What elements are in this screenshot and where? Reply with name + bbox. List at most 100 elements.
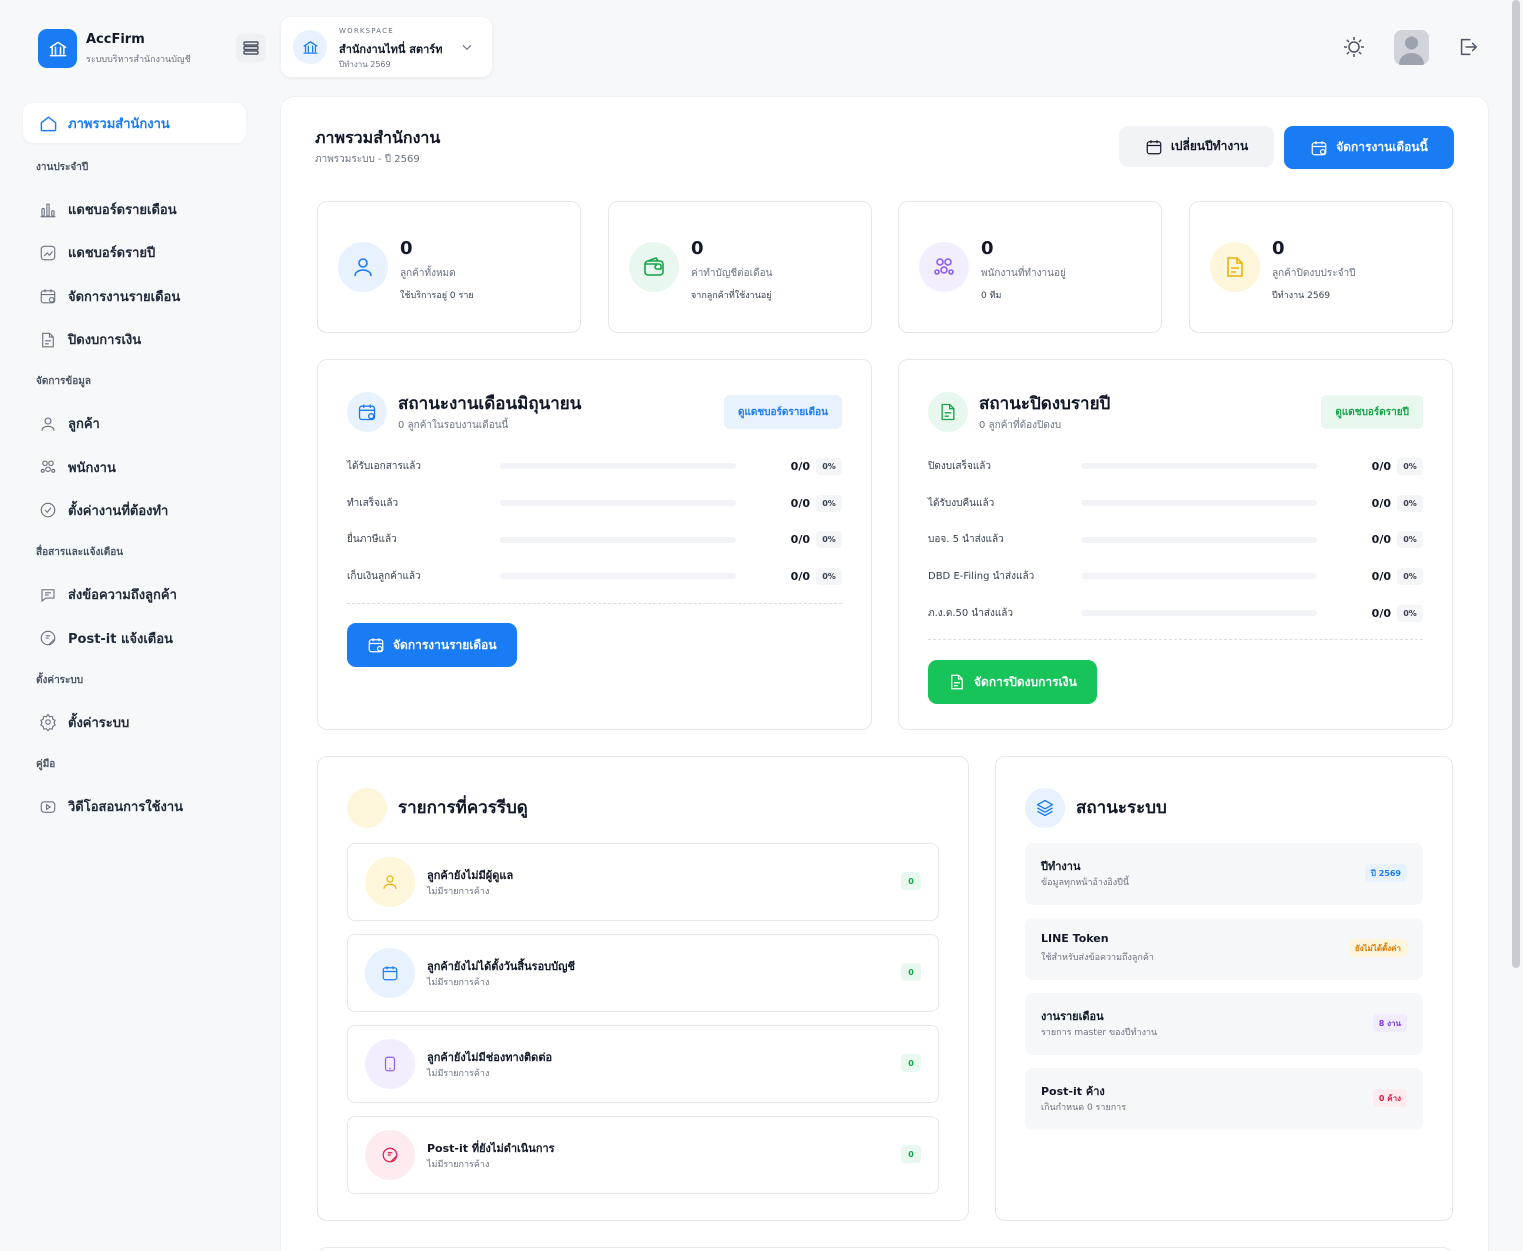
sidebar-item-send-message[interactable]: ส่งข้อความถึงลูกค้า — [23, 573, 246, 616]
chat-icon — [38, 585, 58, 605]
workspace-label: WORKSPACE — [339, 27, 394, 35]
progress-label: เก็บเงินลูกค้าแล้ว — [347, 570, 421, 582]
sticky-note-icon — [38, 628, 58, 648]
sidebar-item-label: ส่งข้อความถึงลูกค้า — [68, 588, 177, 604]
sidebar-item-yearly-dashboard[interactable]: แดชบอร์ดรายปี — [23, 231, 246, 274]
review-item-title: Post-it ที่ยังไม่ดำเนินการ — [427, 1142, 555, 1155]
theme-toggle-sun-icon[interactable] — [1342, 35, 1366, 59]
system-item-sub: รายการ master ของปีทำงาน — [1041, 1028, 1158, 1038]
bank-icon — [293, 30, 327, 64]
stat-card-employees: 0 พนักงานที่ทำงานอยู่ 0 ทีม — [898, 201, 1162, 333]
calendar-check-icon — [1311, 140, 1327, 155]
progress-percent: 0% — [1397, 531, 1423, 549]
progress-row: ภ.ง.ด.50 นำส่งแล้ว 0/0 0% — [928, 595, 1423, 632]
status-badge: ปี 2569 — [1364, 864, 1407, 882]
user-icon — [365, 857, 415, 907]
sidebar-item-label: ปิดงบการเงิน — [68, 333, 142, 349]
sidebar-item-postit[interactable]: Post-it แจ้งเตือน — [23, 616, 246, 659]
document-icon — [928, 392, 968, 432]
system-item-title: LINE Token — [1041, 932, 1109, 945]
sidebar-item-system-settings[interactable]: ตั้งค่าระบบ — [23, 701, 246, 744]
sidebar-item-label: ตั้งค่างานที่ต้องทำ — [68, 503, 169, 519]
system-item-line-token: LINE Token ใช้สำหรับส่งข้อความถึงลูกค้า … — [1025, 918, 1423, 980]
progress-bar — [500, 536, 736, 543]
sidebar-item-overview[interactable]: ภาพรวมสำนักงาน — [23, 103, 246, 143]
status-badge: ยังไม่ได้ตั้งค่า — [1348, 939, 1407, 957]
manage-monthly-button[interactable]: จัดการงานรายเดือน — [347, 623, 517, 667]
progress-bar — [500, 573, 736, 580]
nav-group-system: ตั้งค่าระบบ — [36, 674, 84, 686]
review-item-no-contact[interactable]: ลูกค้ายังไม่มีช่องทางติดต่อ ไม่มีรายการค… — [347, 1025, 939, 1103]
scrollbar[interactable] — [1512, 0, 1520, 968]
close-books-button[interactable]: จัดการปิดงบการเงิน — [928, 660, 1097, 704]
review-item-sub: ไม่มีรายการค้าง — [427, 887, 490, 897]
avatar[interactable] — [1394, 30, 1429, 65]
progress-row: DBD E-Filing นำส่งแล้ว 0/0 0% — [928, 558, 1423, 595]
nav-group-data: จัดการข้อมูล — [36, 376, 91, 388]
progress-value: 0/0 — [1371, 569, 1391, 583]
calendar-icon — [38, 286, 58, 306]
sidebar-item-employees[interactable]: พนักงาน — [23, 445, 246, 488]
system-status-title: สถานะระบบ — [1076, 798, 1167, 818]
progress-value: 0/0 — [1371, 459, 1391, 473]
sidebar-item-customers[interactable]: ลูกค้า — [23, 402, 246, 445]
logout-icon[interactable] — [1457, 36, 1479, 58]
yearly-progress-list: ปิดงบเสร็จแล้ว 0/0 0% ได้รับงบคืนแล้ว 0/… — [928, 448, 1423, 631]
progress-row: ได้รับเอกสารแล้ว 0/0 0% — [347, 448, 842, 485]
stat-label: ลูกค้าปิดงบประจำปี — [1272, 268, 1356, 279]
monthly-progress-list: ได้รับเอกสารแล้ว 0/0 0% ทำเสร็จแล้ว 0/0 … — [347, 448, 842, 595]
sidebar-item-monthly-dashboard[interactable]: แดชบอร์ดรายเดือน — [23, 188, 246, 231]
status-badge: 0 ค้าง — [1372, 1089, 1407, 1107]
chart-box-icon — [38, 243, 58, 263]
system-status-card: สถานะระบบ ปีทำงาน ข้อมูลทุกหน้าอ้างอิงปี… — [995, 756, 1453, 1221]
team-icon — [38, 457, 58, 477]
system-item-monthly-tasks: งานรายเดือน รายการ master ของปีทำงาน 8 ง… — [1025, 993, 1423, 1055]
review-item-no-owner[interactable]: ลูกค้ายังไม่มีผู้ดูแล ไม่มีรายการค้าง 0 — [347, 843, 939, 921]
progress-bar — [500, 500, 736, 507]
review-item-no-fiscal-end[interactable]: ลูกค้ายังไม่ได้ตั้งวันสิ้นรอบบัญชี ไม่มี… — [347, 934, 939, 1012]
count-badge: 0 — [901, 963, 921, 981]
sticky-note-icon — [365, 1130, 415, 1180]
system-item-working-year: ปีทำงาน ข้อมูลทุกหน้าอ้างอิงปีนี้ ปี 256… — [1025, 843, 1423, 905]
progress-bar — [500, 463, 736, 470]
sidebar-item-video-tutorial[interactable]: วิดีโอสอนการใช้งาน — [23, 785, 246, 828]
sidebar-item-label: Post-it แจ้งเตือน — [68, 631, 173, 647]
manage-month-button[interactable]: จัดการงานเดือนนี้ — [1284, 126, 1454, 169]
phone-icon — [365, 1039, 415, 1089]
brand[interactable]: AccFirm ระบบบริหารสำนักงานบัญชี — [38, 29, 191, 68]
change-year-button[interactable]: เปลี่ยนปีทำงาน — [1119, 126, 1274, 167]
brand-name: AccFirm — [86, 31, 145, 47]
chevron-down-icon — [460, 40, 474, 54]
progress-row: ยื่นภาษีแล้ว 0/0 0% — [347, 521, 842, 558]
sidebar-item-task-settings[interactable]: ตั้งค่างานที่ต้องทำ — [23, 489, 246, 532]
review-item-sub: ไม่มีรายการค้าง — [427, 1069, 490, 1079]
workspace-selector[interactable]: WORKSPACE สำนักงานไทนี่ สตาร์ท ปีทำงาน 2… — [281, 17, 492, 77]
progress-percent: 0% — [1397, 494, 1423, 512]
review-item-postit-pending[interactable]: Post-it ที่ยังไม่ดำเนินการ ไม่มีรายการค้… — [347, 1116, 939, 1194]
yearly-status-subtitle: 0 ลูกค้าที่ต้องปิดงบ — [979, 420, 1062, 431]
review-card: รายการที่ควรรีบดู ลูกค้ายังไม่มีผู้ดูแล … — [317, 756, 969, 1221]
system-item-title: งานรายเดือน — [1041, 1010, 1104, 1023]
calendar-icon — [347, 392, 387, 432]
progress-percent: 0% — [816, 567, 842, 585]
system-item-postit-overdue: Post-it ค้าง เกินกำหนด 0 รายการ 0 ค้าง — [1025, 1068, 1423, 1130]
stat-card-fees: 0 ค่าทำบัญชีต่อเดือน จากลูกค้าที่ใช้งานอ… — [608, 201, 872, 333]
system-item-sub: ข้อมูลทุกหน้าอ้างอิงปีนี้ — [1041, 878, 1130, 888]
yearly-dashboard-link[interactable]: ดูแดชบอร์ดรายปี — [1321, 395, 1423, 429]
progress-label: ได้รับเอกสารแล้ว — [347, 460, 421, 472]
nav-group-communication: สื่อสารและแจ้งเตือน — [36, 547, 124, 559]
brand-subtitle: ระบบบริหารสำนักงานบัญชี — [86, 54, 191, 65]
sidebar-item-label: ตั้งค่าระบบ — [68, 715, 130, 731]
page-title: ภาพรวมสำนักงาน — [315, 128, 441, 147]
menu-toggle-button[interactable] — [236, 34, 266, 62]
review-item-sub: ไม่มีรายการค้าง — [427, 1160, 490, 1170]
progress-value: 0/0 — [1371, 606, 1391, 620]
sidebar-item-close-books[interactable]: ปิดงบการเงิน — [23, 318, 246, 361]
monthly-dashboard-link[interactable]: ดูแดชบอร์ดรายเดือน — [723, 395, 842, 429]
user-icon — [38, 414, 58, 434]
progress-percent: 0% — [1397, 457, 1423, 475]
status-badge: 8 งาน — [1372, 1014, 1407, 1032]
count-badge: 0 — [901, 872, 921, 890]
sidebar-item-manage-monthly[interactable]: จัดการงานรายเดือน — [23, 275, 246, 318]
progress-bar — [1081, 536, 1317, 543]
